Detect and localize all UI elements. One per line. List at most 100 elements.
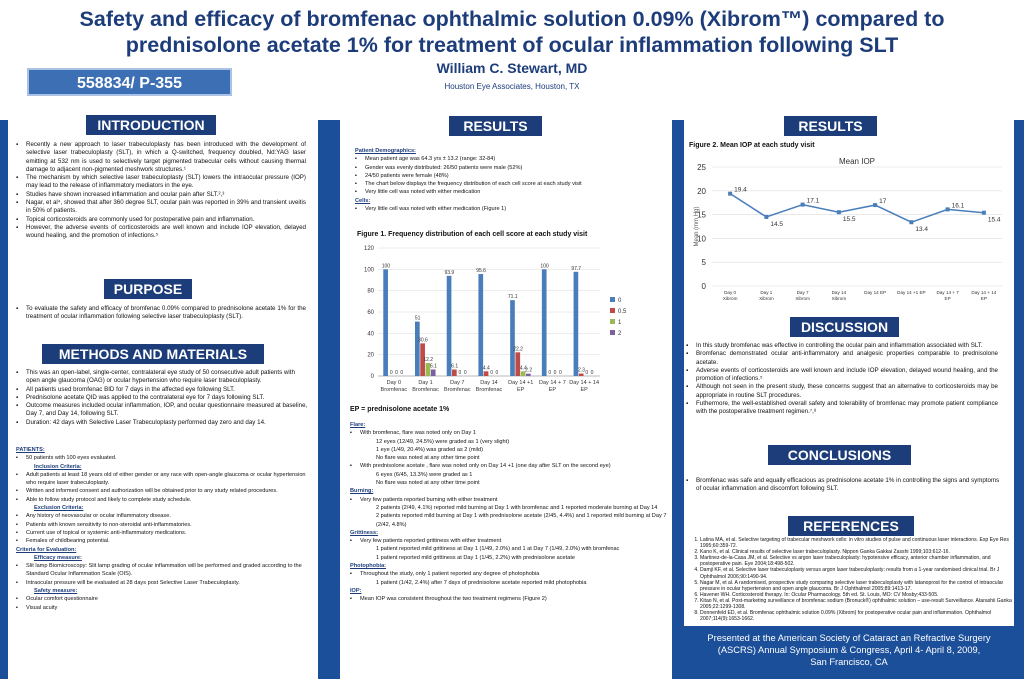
bar-data-label: 97.7 — [571, 266, 581, 272]
presented-note: Presented at the American Society of Cat… — [684, 632, 1014, 668]
bar — [420, 343, 425, 376]
list-item: Throughout the study, only 1 patient rep… — [350, 570, 668, 579]
column-middle — [340, 106, 672, 679]
x-tick-label: Day 0 — [724, 290, 736, 295]
data-point — [981, 210, 986, 215]
patients-heading: PATIENTS: — [16, 447, 45, 453]
author: William C. Stewart, MD — [436, 60, 588, 76]
list-item: This was an open-label, single-center, c… — [16, 369, 310, 386]
grittiness-detail: 1 patient reported mild grittiness at Da… — [376, 546, 620, 553]
bar-data-label: 100 — [540, 263, 549, 269]
flare-list-2: With prednisolone acetate , flare was no… — [350, 462, 668, 471]
x-tick-label: Xibrom — [723, 296, 738, 301]
list-item: Nagar, et al⁴, showed that after 360 deg… — [16, 199, 306, 216]
figure-2-caption: Figure 2. Mean IOP at each study visit — [689, 142, 815, 149]
ep-note: EP = prednisolone acetate 1% — [350, 406, 450, 413]
list-item: Intraocular pressure will be evaluated a… — [16, 579, 310, 588]
flare-detail: No flare was noted at any other time poi… — [376, 480, 480, 487]
bar — [483, 371, 489, 376]
list-item: Current use of topical or systemic anti-… — [16, 529, 310, 538]
bar — [510, 300, 515, 376]
bar — [430, 369, 436, 376]
data-label: 19.4 — [734, 187, 747, 194]
data-label: 17 — [879, 198, 887, 205]
x-tick-label: Day 14 + 7 — [539, 380, 566, 386]
cells-list: Very little cell was noted with either m… — [355, 205, 665, 214]
bar-data-label: 51 — [415, 316, 421, 322]
reference-item: Nagar M, et al. A randomised, prospectiv… — [700, 580, 1018, 592]
references-heading: REFERENCES — [786, 514, 916, 538]
x-tick-label: EP — [580, 387, 588, 393]
title-line-2: prednisolone acetate 1% for treatment of… — [125, 33, 899, 57]
list-item: Adult patients at least 18 years old of … — [16, 471, 310, 488]
patients-list: 50 patients with 100 eyes evaluated. — [16, 454, 310, 463]
data-point — [728, 191, 733, 196]
data-label: 13.4 — [915, 226, 928, 233]
inclusion-list: Adult patients at least 18 years old of … — [16, 471, 310, 504]
list-item: Although not seen in the present study, … — [686, 383, 998, 400]
safety-list: Ocular comfort questionnaire Visual acui… — [16, 595, 310, 612]
reference-item: Damji KF, et al. Selective laser trabecu… — [700, 567, 1018, 579]
x-tick-label: Xibrom — [759, 296, 774, 301]
x-tick-label: Day 1 — [760, 290, 772, 295]
y-tick-label: 60 — [367, 310, 374, 316]
exclusion-list: Any history of neovascular or ocular inf… — [16, 512, 310, 545]
photophobia-list: Throughout the study, only 1 patient rep… — [350, 570, 668, 579]
burning-detail: 2 patients (2/49, 4.1%) reported mild bu… — [376, 504, 658, 511]
patients-section: PATIENTS: 50 patients with 100 eyes eval… — [16, 446, 310, 612]
references-list: Latina MA, et al. Selective targeting of… — [686, 537, 1018, 622]
list-item: Visual acuity — [16, 604, 310, 613]
list-item: Slit lamp Biomicroscopy: Slit lamp gradi… — [16, 562, 310, 579]
conclusions-heading: CONCLUSIONS — [766, 443, 913, 467]
y-tick-label: 0 — [702, 282, 707, 291]
intro-list: Recently a new approach to laser trabecu… — [16, 141, 306, 241]
list-item: Gender was evenly distributed: 26/50 pat… — [355, 164, 665, 173]
list-item: Mean IOP was consistent throughout the t… — [350, 595, 668, 604]
x-tick-label: Day 1 — [418, 380, 432, 386]
bar-data-label: 0 — [548, 370, 551, 376]
bar-data-label: 2.3 — [578, 368, 585, 374]
bar-data-label: 100 — [382, 263, 391, 269]
discussion-list: In this study bromfenac was effective in… — [686, 342, 998, 417]
x-tick-label: Xibrom — [795, 296, 810, 301]
photophobia-heading: Photophobia: — [350, 563, 387, 570]
x-tick-label: Bromfenac — [476, 387, 503, 393]
x-tick-label: Bromfenac — [444, 387, 471, 393]
flare-detail: 12 eyes (12/49, 24.5%) were graded as 1 … — [376, 438, 510, 445]
data-point — [836, 210, 841, 215]
bar-data-label: 4.4 — [520, 365, 527, 371]
iop-heading: IOP: — [350, 587, 362, 594]
list-item: Written and informed consent and authori… — [16, 487, 310, 496]
y-tick-label: 20 — [367, 353, 374, 359]
list-item: Adverse events of corticosteroids are we… — [686, 367, 998, 384]
list-item: Ocular comfort questionnaire — [16, 595, 310, 604]
burning-heading: Burning: — [350, 488, 374, 495]
legend-swatch — [610, 308, 615, 313]
list-item: To evaluate the safety and efficacy of b… — [16, 305, 306, 322]
poster-id-badge: 558834/ P-355 — [27, 68, 232, 96]
iop-list: Mean IOP was consistent throughout the t… — [350, 595, 668, 604]
bar — [452, 369, 457, 376]
safety-heading: Safety measure: — [34, 588, 78, 595]
bar-data-label: 6.1 — [451, 363, 458, 369]
y-tick-label: 10 — [697, 234, 706, 243]
bar-data-label: 2.2 — [525, 368, 532, 374]
list-item: Very little cell was noted with either m… — [355, 188, 665, 197]
results-heading: RESULTS — [447, 114, 544, 138]
list-item: 24/50 patients were female (48%) — [355, 172, 665, 181]
list-item: Any history of neovascular or ocular inf… — [16, 512, 310, 521]
inclusion-heading: Inclusion Criteria: — [34, 463, 82, 470]
list-item: The mechanism by which selective laser t… — [16, 174, 306, 191]
bar — [526, 373, 531, 376]
intro-heading: INTRODUCTION — [84, 113, 218, 137]
demographics-list: Mean patient age was 64.3 yrs ± 13.2 (ra… — [355, 155, 665, 197]
data-point — [909, 220, 914, 225]
x-tick-label: Day 14 + 14 — [569, 380, 599, 386]
list-item: Bromfenac demonstrated ocular anti-infla… — [686, 350, 998, 367]
legend-swatch — [610, 297, 615, 302]
bar-data-label: 0 — [490, 370, 493, 376]
list-item: Outcome measures included ocular inflamm… — [16, 402, 310, 419]
data-point — [945, 207, 950, 212]
y-tick-label: 100 — [364, 267, 375, 273]
